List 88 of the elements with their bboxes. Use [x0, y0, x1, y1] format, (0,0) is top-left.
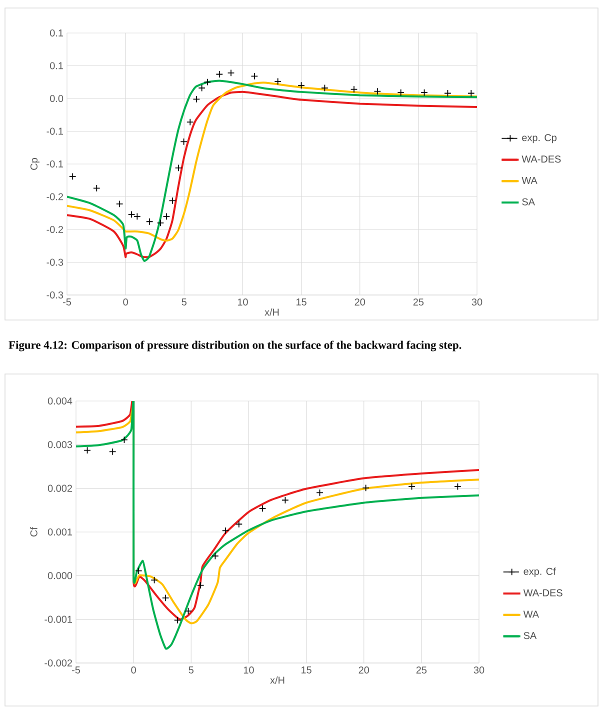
y-axis-title: Cp: [30, 158, 40, 170]
y-tick-label: 0.0: [50, 94, 64, 102]
point: [397, 88, 405, 96]
point: [258, 504, 266, 512]
point: [186, 118, 194, 126]
x-tick-label: 30: [474, 666, 484, 674]
legend-label: SA: [524, 632, 537, 640]
point: [316, 489, 324, 496]
y-tick-label: -0.3: [46, 291, 64, 299]
point: [444, 90, 452, 97]
point: [168, 197, 176, 204]
point: [222, 527, 230, 534]
caption: Figure 4.12: Comparison of pressure distribution on the surface of the backward facing step.: [8, 340, 462, 352]
x-tick-label: 10: [238, 298, 248, 306]
x-tick-label: 5: [188, 666, 194, 674]
point: [467, 90, 475, 97]
point: [134, 567, 142, 575]
y-tick-label: -0.3: [46, 258, 64, 266]
point: [180, 138, 188, 146]
x-tick-label: 25: [413, 298, 424, 306]
point: [420, 88, 428, 96]
y-tick-label: -0.001: [44, 616, 72, 623]
point: [162, 212, 170, 220]
legend-label: WA: [523, 610, 539, 618]
point: [68, 172, 76, 180]
point: [150, 576, 158, 584]
point: [192, 95, 200, 103]
x-tick-label: 15: [302, 666, 312, 674]
y-tick-label: -0.1: [46, 160, 63, 168]
point: [274, 78, 282, 86]
point: [162, 594, 170, 602]
legend-label: exp. Cp: [522, 134, 557, 144]
y-tick-label: -0.1: [46, 128, 63, 135]
point: [84, 446, 91, 454]
y-tick-label: 0.001: [48, 528, 72, 536]
legend-label: WA-DES: [522, 156, 561, 163]
y-tick-label: 0.1: [50, 62, 63, 70]
legend-label: WA-DES: [523, 589, 562, 596]
y-tick-label: 0.1: [50, 29, 63, 37]
point: [374, 88, 382, 95]
legend-label: WA: [522, 176, 538, 184]
point: [235, 520, 243, 528]
x-tick-label: 25: [416, 666, 427, 674]
x-tick-label: 30: [472, 298, 482, 306]
point: [146, 218, 154, 226]
point: [198, 84, 206, 92]
legend-label: exp. Cf: [524, 568, 556, 577]
point: [454, 482, 462, 490]
point: [116, 200, 124, 208]
point: [174, 616, 182, 624]
x-axis-title: x/H: [264, 308, 279, 316]
point: [321, 84, 328, 92]
point: [174, 164, 182, 172]
y-tick-label: -0.2: [46, 226, 63, 234]
x-axis-title: x/H: [270, 676, 284, 684]
point: [216, 70, 224, 78]
point: [184, 607, 192, 615]
point: [196, 582, 204, 589]
point: [282, 496, 289, 504]
point: [212, 552, 219, 560]
x-tick-label: 10: [244, 666, 254, 674]
point: [156, 219, 164, 227]
x-tick-label: 15: [296, 298, 306, 306]
legend-label: SA: [522, 198, 535, 206]
y-tick-label: 0.004: [48, 397, 72, 405]
point: [120, 436, 128, 444]
y-tick-label: 0.000: [48, 572, 72, 580]
x-tick-label: -5: [63, 298, 72, 306]
point: [298, 82, 305, 90]
point: [408, 482, 416, 490]
point: [204, 78, 212, 86]
x-tick-label: -5: [72, 666, 80, 674]
y-axis-title: Cf: [30, 527, 38, 536]
point: [250, 72, 258, 80]
point: [92, 184, 100, 192]
y-tick-label: -0.002: [44, 659, 72, 667]
y-tick-label: -0.2: [46, 193, 63, 200]
x-tick-label: 20: [358, 666, 370, 674]
x-tick-label: 0: [123, 298, 128, 306]
x-tick-label: 0: [131, 666, 136, 674]
y-tick-label: 0.003: [48, 441, 72, 448]
x-tick-label: 20: [354, 298, 366, 306]
point: [108, 448, 116, 456]
point: [350, 86, 358, 93]
point: [227, 69, 235, 77]
y-tick-label: 0.002: [48, 484, 72, 492]
x-tick-label: 5: [182, 298, 186, 306]
point: [362, 484, 370, 492]
